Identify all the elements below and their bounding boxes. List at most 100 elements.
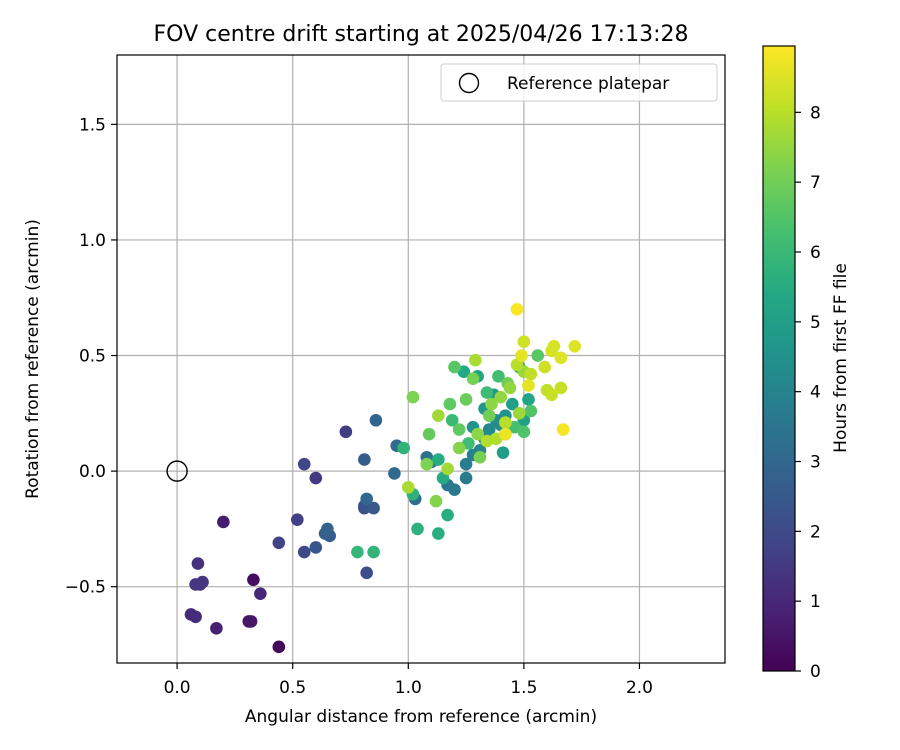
data-point bbox=[554, 381, 568, 395]
data-point bbox=[291, 513, 304, 526]
data-point bbox=[272, 536, 286, 550]
data-point bbox=[482, 409, 496, 422]
data-point bbox=[499, 427, 512, 441]
data-point bbox=[244, 615, 258, 628]
x-axis-label: Angular distance from reference (arcmin) bbox=[245, 707, 597, 727]
legend: Reference platepar bbox=[440, 63, 718, 102]
x-tick-label: 0.5 bbox=[279, 678, 306, 698]
data-point bbox=[321, 522, 334, 536]
data-point bbox=[503, 381, 517, 395]
data-point bbox=[360, 492, 373, 506]
data-point bbox=[506, 397, 519, 411]
colorbar-tick-label: 4 bbox=[810, 383, 821, 403]
data-point bbox=[499, 416, 512, 429]
plot-frame bbox=[116, 54, 726, 664]
data-point bbox=[556, 423, 570, 436]
data-point bbox=[297, 545, 311, 559]
data-point bbox=[297, 457, 311, 471]
colorbar-tick-label: 2 bbox=[810, 522, 821, 542]
colorbar-tick-label: 6 bbox=[810, 243, 821, 263]
data-point bbox=[471, 427, 484, 441]
y-axis-label: Rotation from reference (arcmin) bbox=[23, 219, 43, 499]
data-point bbox=[524, 367, 538, 381]
colorbar-gradient bbox=[762, 45, 796, 672]
data-point bbox=[473, 450, 487, 464]
data-point bbox=[367, 501, 380, 515]
data-point bbox=[422, 427, 436, 441]
data-point bbox=[448, 483, 461, 496]
data-point bbox=[432, 453, 445, 466]
data-point bbox=[351, 545, 364, 559]
x-axis-ticks: 0.0 0.5 1.0 1.5 2.0 bbox=[164, 663, 653, 698]
data-point bbox=[441, 462, 454, 476]
data-point bbox=[466, 372, 480, 385]
data-point bbox=[452, 423, 466, 436]
data-points bbox=[184, 302, 582, 654]
y-tick-label: 0.0 bbox=[79, 462, 106, 482]
y-tick-label: −0.5 bbox=[65, 578, 106, 598]
y-axis-ticks: −0.5 0.0 0.5 1.0 1.5 bbox=[65, 115, 117, 598]
colorbar: 0 1 2 3 4 5 6 7 8 Hours from first FF file bbox=[762, 45, 851, 682]
data-point bbox=[432, 527, 445, 540]
colorbar-tick-label: 3 bbox=[810, 453, 821, 473]
data-point bbox=[480, 386, 494, 399]
colorbar-label: Hours from first FF file bbox=[831, 263, 851, 453]
data-point bbox=[443, 397, 457, 411]
colorbar-tick-label: 0 bbox=[810, 662, 821, 682]
grid bbox=[117, 55, 725, 663]
data-point bbox=[309, 541, 323, 554]
data-point bbox=[452, 441, 466, 455]
data-point bbox=[247, 573, 260, 587]
data-point bbox=[510, 302, 524, 316]
data-point bbox=[482, 423, 496, 436]
data-point bbox=[189, 610, 202, 624]
data-point bbox=[367, 545, 380, 559]
data-point bbox=[545, 388, 558, 402]
data-point bbox=[411, 522, 424, 536]
data-point bbox=[538, 360, 551, 374]
data-point bbox=[517, 425, 531, 439]
data-point bbox=[545, 344, 558, 358]
data-point bbox=[485, 397, 498, 411]
data-point bbox=[272, 640, 286, 654]
data-point bbox=[441, 508, 454, 522]
data-point bbox=[189, 578, 202, 591]
legend-reference-marker bbox=[458, 72, 480, 94]
data-point bbox=[512, 407, 526, 420]
data-point bbox=[568, 339, 582, 353]
x-tick-label: 1.0 bbox=[395, 678, 422, 698]
data-point bbox=[388, 467, 401, 480]
data-point bbox=[217, 515, 230, 529]
data-point bbox=[459, 457, 473, 471]
data-point bbox=[397, 441, 410, 455]
x-tick-label: 2.0 bbox=[626, 678, 653, 698]
data-point bbox=[309, 471, 323, 485]
data-point bbox=[254, 587, 267, 600]
data-point bbox=[339, 425, 353, 439]
data-point bbox=[401, 481, 415, 494]
x-tick-label: 0.0 bbox=[164, 678, 191, 698]
data-point bbox=[522, 393, 535, 406]
data-point bbox=[459, 471, 473, 485]
data-point bbox=[496, 446, 510, 459]
colorbar-ticks: 0 1 2 3 4 5 6 7 8 bbox=[795, 103, 821, 682]
data-point bbox=[494, 390, 508, 404]
data-point bbox=[492, 370, 505, 383]
y-tick-label: 1.5 bbox=[79, 115, 106, 135]
reference-marker bbox=[166, 460, 188, 482]
data-point bbox=[420, 457, 434, 471]
data-point bbox=[469, 353, 482, 367]
colorbar-tick-label: 1 bbox=[810, 592, 821, 612]
data-point bbox=[517, 335, 531, 348]
data-point bbox=[522, 379, 535, 392]
data-point bbox=[406, 390, 420, 404]
data-point bbox=[554, 351, 568, 365]
legend-label: Reference platepar bbox=[507, 74, 669, 94]
data-point bbox=[369, 413, 383, 427]
reference-layer bbox=[166, 460, 188, 482]
colorbar-tick-label: 8 bbox=[810, 103, 821, 123]
data-point bbox=[358, 453, 371, 466]
data-point bbox=[448, 360, 461, 374]
data-point bbox=[531, 349, 545, 362]
